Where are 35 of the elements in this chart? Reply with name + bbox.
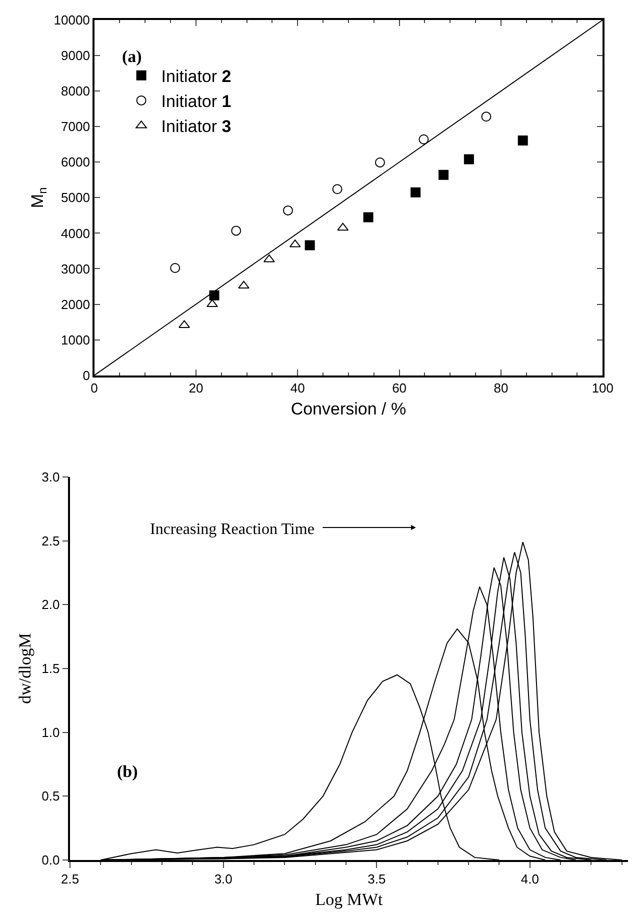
y-tick-label: 0.0 xyxy=(42,852,60,868)
y-tick-label: 2.0 xyxy=(42,597,60,612)
legend-label: Initiator 3 xyxy=(161,117,232,136)
y-tick-label: 7000 xyxy=(61,119,90,134)
x-axis-title: Log MWt xyxy=(315,890,384,910)
legend-label: Initiator 1 xyxy=(161,92,232,112)
y-axis-title: dw/dlogM xyxy=(16,633,35,704)
annotation: (a) xyxy=(122,47,142,66)
y-tick-label: 2000 xyxy=(61,296,90,312)
y-tick-label: 1.5 xyxy=(42,661,60,676)
y-tick-label: 3.0 xyxy=(42,470,60,485)
x-axis-title: Conversion / % xyxy=(290,400,406,419)
y-tick-label: 3000 xyxy=(61,261,90,276)
y-tick-label: 2.5 xyxy=(42,533,60,548)
y-tick-label: 5000 xyxy=(61,190,90,206)
annotation: (b) xyxy=(117,762,138,781)
y-tick-label: 6000 xyxy=(61,154,90,170)
y-tick-label: 8000 xyxy=(61,84,90,99)
x-tick-label: 60 xyxy=(392,380,407,396)
y-tick-label: 1.0 xyxy=(42,724,60,740)
x-tick-label: 100 xyxy=(592,380,614,396)
legend-label: Initiator 2 xyxy=(161,66,232,86)
y-tick-label: 10000 xyxy=(54,12,90,28)
x-tick-label: 4.0 xyxy=(520,871,539,886)
x-tick-label: 80 xyxy=(494,380,508,396)
x-tick-label: 3.5 xyxy=(368,871,386,886)
y-tick-label: 0.5 xyxy=(42,788,60,804)
y-tick-label: 4000 xyxy=(61,226,90,241)
y-tick-label: 0 xyxy=(82,368,90,383)
x-tick-label: 20 xyxy=(188,380,204,396)
y-tick-label: 1000 xyxy=(61,332,90,348)
x-tick-label: 3.0 xyxy=(214,871,232,886)
y-tick-label: 9000 xyxy=(61,48,90,64)
annotation: Increasing Reaction Time xyxy=(150,521,314,538)
x-tick-label: 40 xyxy=(290,380,305,396)
